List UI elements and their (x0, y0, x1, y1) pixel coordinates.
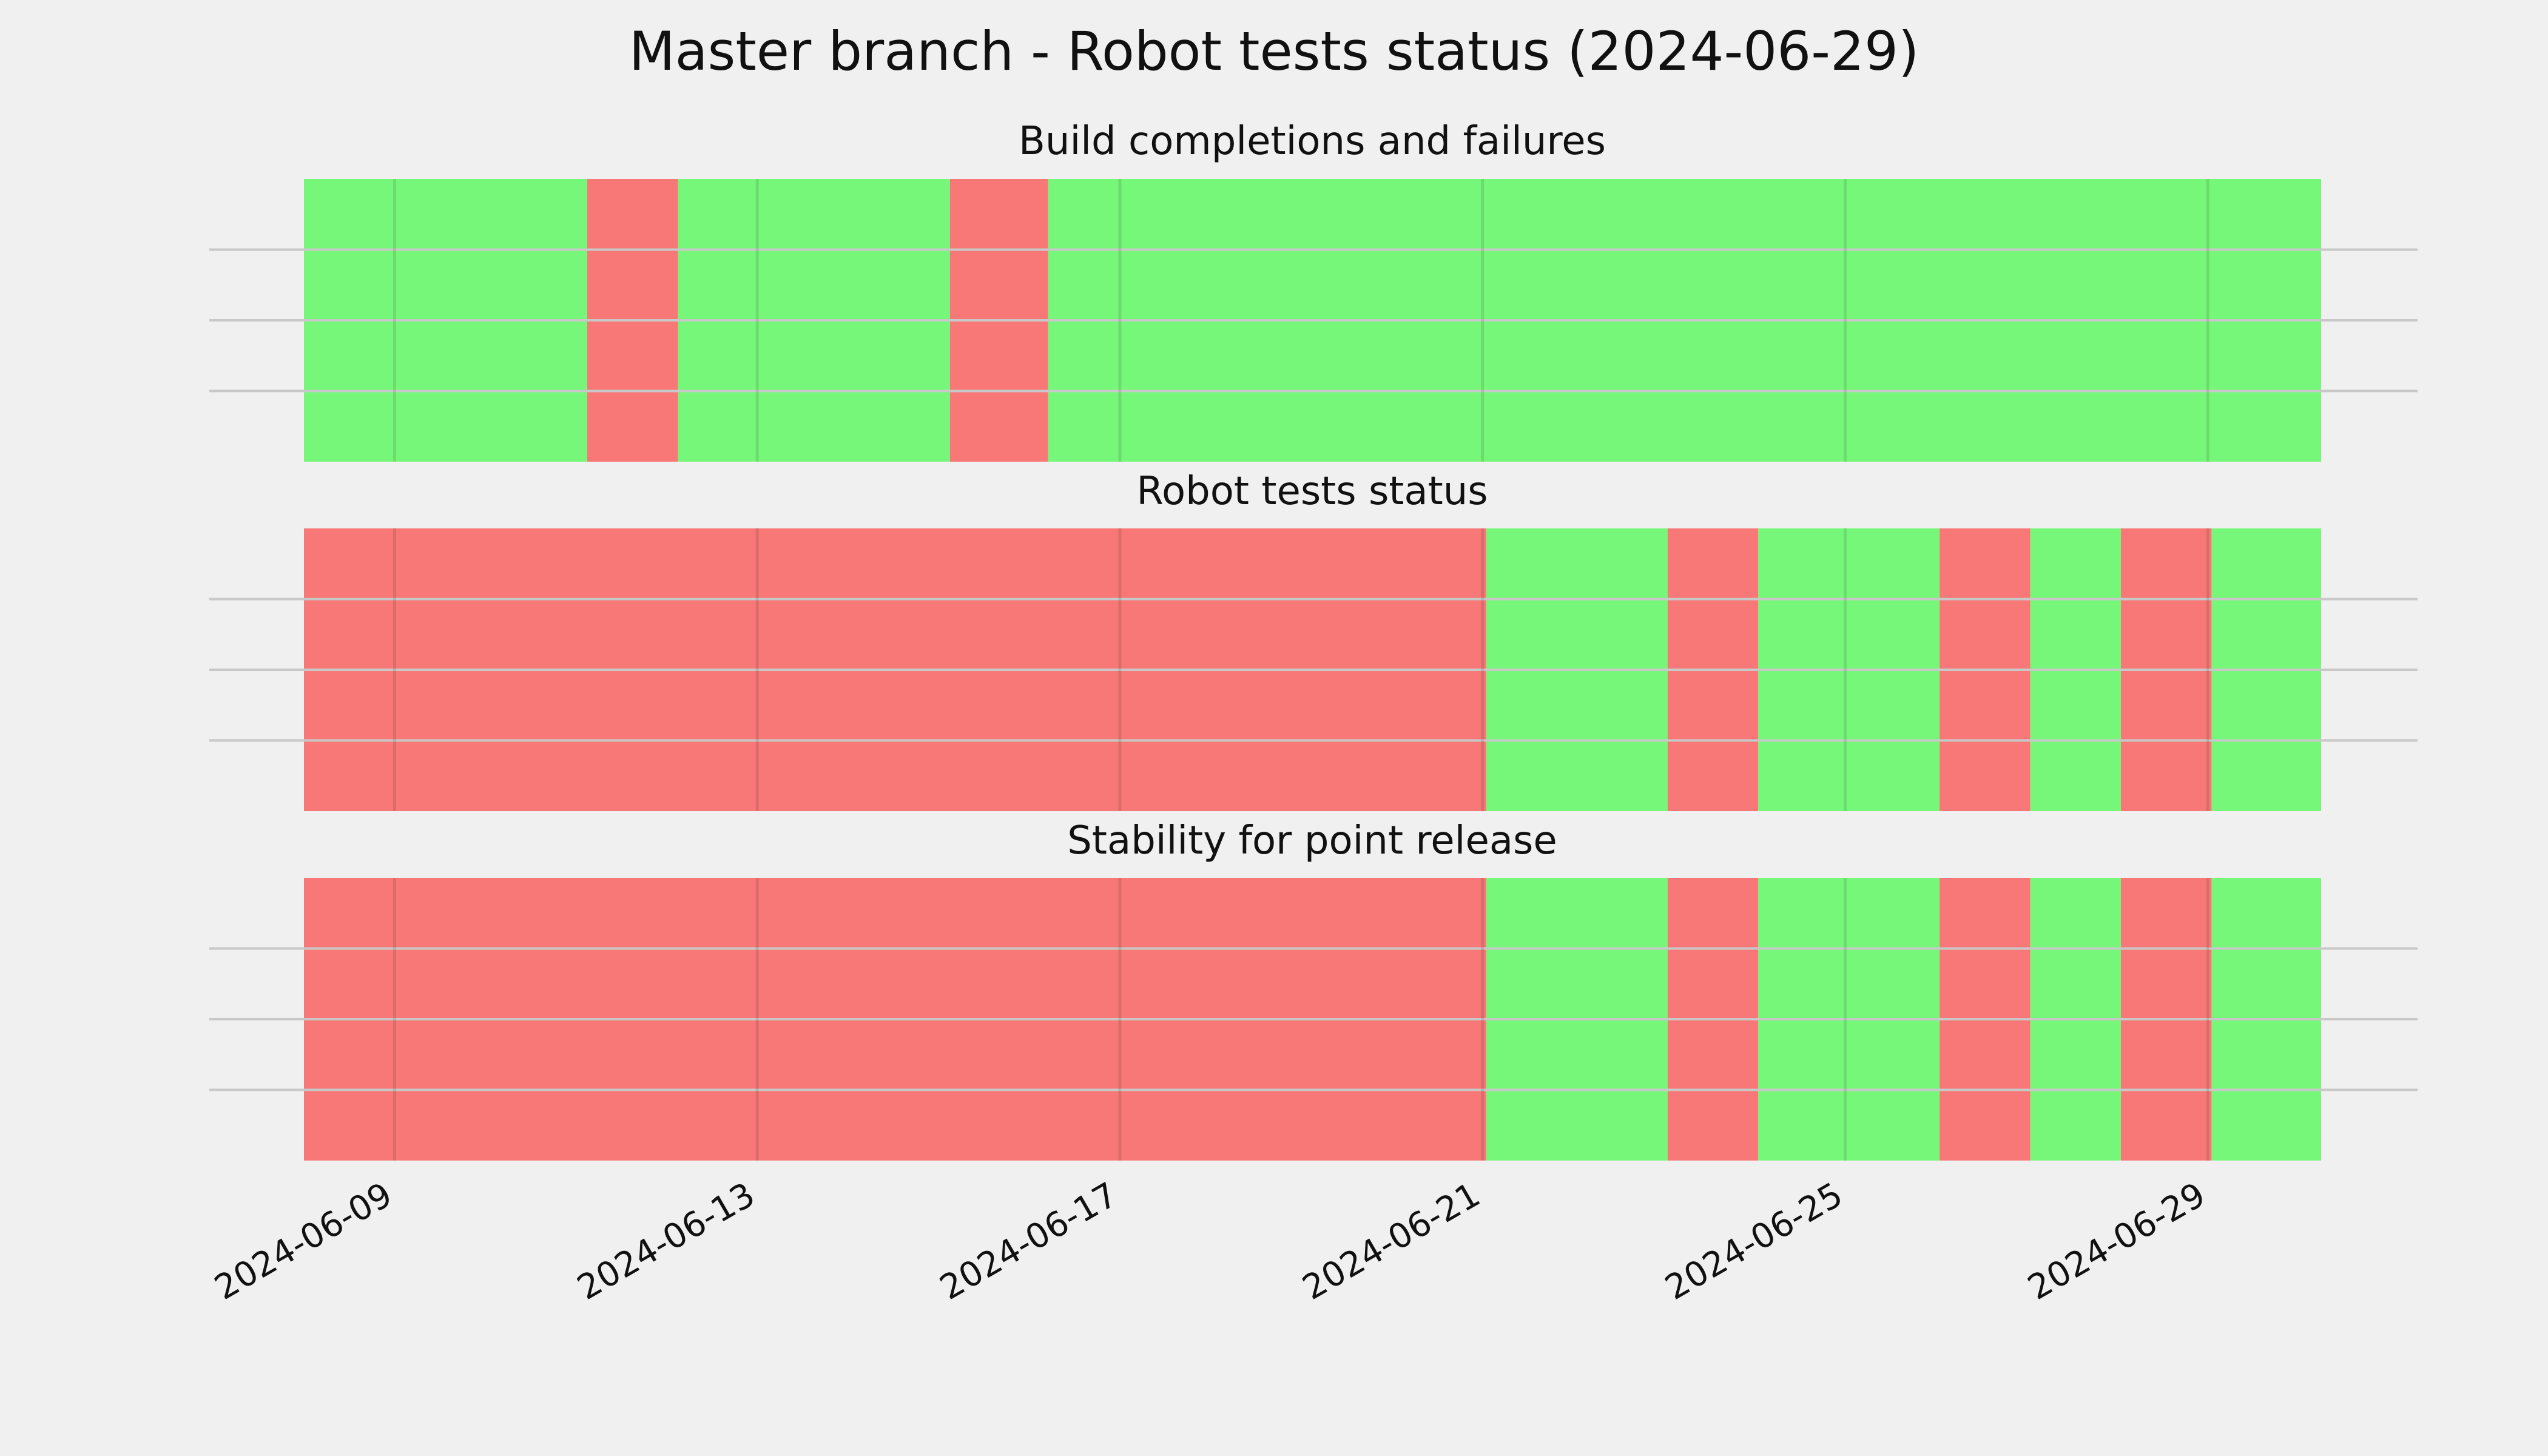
panels: Build completions and failures Robot test… (209, 119, 2418, 1161)
panel-title: Robot tests status (1136, 469, 1488, 514)
panel-3: Stability for point release (209, 818, 2418, 1161)
chart-title: Master branch - Robot tests status (2024… (629, 20, 1919, 83)
panel-1: Build completions and failures (209, 119, 2418, 462)
panel-title: Build completions and failures (1019, 119, 1606, 164)
panel-title: Stability for point release (1067, 818, 1557, 863)
panel-2: Robot tests status (209, 469, 2418, 811)
